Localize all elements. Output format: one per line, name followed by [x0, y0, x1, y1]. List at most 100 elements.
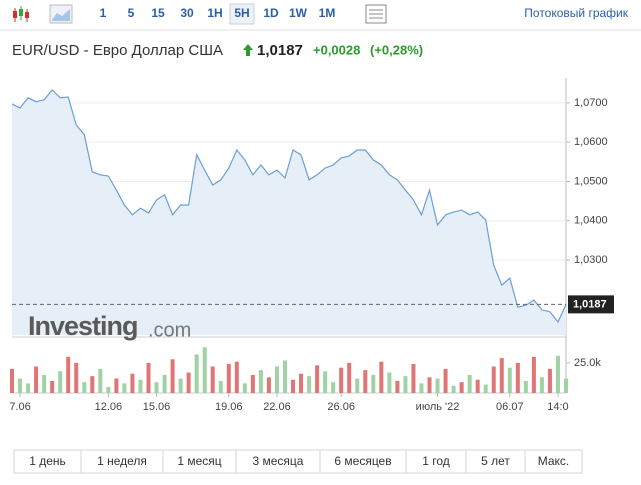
volume-bar — [387, 372, 392, 393]
period-button[interactable]: Макс. — [538, 454, 570, 468]
volume-bar — [507, 367, 512, 393]
volume-bar — [266, 377, 271, 393]
change: +0,0028 — [313, 42, 360, 57]
watermark-brand: Investing — [28, 311, 138, 341]
volume-bar — [282, 360, 287, 393]
volume-bar — [379, 361, 384, 393]
volume-bar — [499, 358, 504, 393]
volume-bar — [555, 355, 560, 393]
volume-bar — [419, 383, 424, 393]
volume-bar — [523, 380, 528, 393]
volume-bar — [475, 379, 480, 393]
volume-bar — [491, 366, 496, 393]
volume-bar — [539, 377, 544, 393]
volume-bar — [435, 378, 440, 393]
period-button[interactable]: 6 месяцев — [334, 454, 391, 468]
volume-bar — [58, 371, 63, 393]
interval-button[interactable]: 1W — [289, 6, 308, 20]
area-icon[interactable] — [49, 4, 73, 24]
volume-bar — [170, 359, 175, 393]
volume-bar — [50, 380, 55, 393]
x-tick-label: 14:0 — [547, 401, 568, 413]
volume-bar — [339, 367, 344, 393]
volume-bar — [18, 378, 23, 393]
volume-bar — [371, 374, 376, 393]
volume-bar — [299, 373, 304, 393]
volume-bar — [162, 374, 167, 393]
x-tick-label: 19.06 — [215, 401, 243, 413]
volume-bar — [10, 368, 14, 393]
volume-bar — [234, 361, 239, 393]
volume-bar — [154, 382, 159, 393]
period-button[interactable]: 1 день — [29, 454, 66, 468]
volume-bar — [395, 380, 400, 393]
x-tick-label: 22.06 — [263, 401, 291, 413]
volume-bar — [250, 374, 255, 393]
candle-icon[interactable] — [13, 6, 29, 22]
volume-bar — [226, 364, 231, 393]
period-button[interactable]: 1 неделя — [97, 454, 147, 468]
y-tick-label: 1,0400 — [574, 215, 608, 227]
period-button[interactable]: 5 лет — [481, 454, 510, 468]
interval-button[interactable]: 1 — [100, 6, 107, 20]
period-button[interactable]: 1 месяц — [177, 454, 221, 468]
last-value-label: 1,0187 — [573, 298, 607, 310]
volume-bar — [130, 373, 135, 393]
volume-bar — [186, 372, 191, 393]
volume-bar — [355, 378, 360, 393]
volume-tick-label: 25.0k — [574, 357, 601, 369]
volume-bar — [98, 368, 103, 393]
volume-bar — [66, 356, 71, 393]
instrument-title: EUR/USD - Евро Доллар США — [12, 42, 223, 59]
x-tick-label: 15.06 — [143, 401, 171, 413]
volume-bar — [515, 362, 520, 393]
volume-bar — [331, 382, 336, 393]
volume-bar — [122, 383, 127, 393]
price: 1,0187 — [257, 42, 303, 59]
volume-bar — [443, 368, 448, 393]
volume-bar — [363, 370, 368, 393]
period-bar — [13, 449, 583, 474]
volume-bar — [547, 368, 552, 393]
x-tick-label: 26.06 — [327, 401, 355, 413]
up-arrow — [243, 44, 253, 56]
interval-button[interactable]: 1H — [207, 6, 222, 20]
volume-bar — [74, 362, 79, 393]
volume-bar — [194, 354, 199, 393]
volume-bar — [427, 377, 432, 393]
y-tick-label: 1,0300 — [574, 254, 608, 266]
volume-bar — [26, 383, 31, 393]
last-value-box — [568, 295, 614, 314]
volume-bar — [146, 362, 151, 393]
watermark-domain: .com — [148, 319, 191, 341]
interval-button[interactable]: 1D — [263, 6, 279, 20]
volume-bar — [90, 376, 95, 393]
stream-link[interactable]: Потоковый график — [524, 6, 628, 20]
x-tick-label: 7.06 — [9, 401, 30, 413]
plot: 1,0300 1,0400 1,0500 1,0600 1,0700 1,0187 25.0… — [9, 78, 614, 413]
volume-bar — [483, 384, 488, 393]
interval-button[interactable]: 5 — [128, 6, 135, 20]
volume-bar — [106, 386, 111, 393]
period-button[interactable]: 3 месяца — [253, 454, 304, 468]
volume-bar — [138, 379, 143, 393]
period-button[interactable]: 1 год — [422, 454, 450, 468]
volume-bar — [291, 379, 296, 393]
volume-bar — [202, 347, 207, 393]
interval-button[interactable]: 1M — [319, 6, 336, 20]
interval-button[interactable]: 15 — [151, 6, 165, 20]
volume-bar — [307, 376, 312, 393]
x-tick-label: 12.06 — [95, 401, 123, 413]
table-icon[interactable] — [365, 4, 387, 24]
volume-bar — [467, 374, 472, 393]
volume-bar — [210, 366, 215, 393]
volume-bar — [114, 378, 119, 393]
volume-bar — [274, 366, 279, 393]
interval-button[interactable]: 5H — [234, 6, 249, 20]
area-fill — [12, 90, 566, 335]
volume-bar — [315, 365, 320, 393]
volume-bar — [34, 366, 39, 393]
volume-bar — [411, 364, 416, 393]
interval-button[interactable]: 30 — [180, 6, 194, 20]
